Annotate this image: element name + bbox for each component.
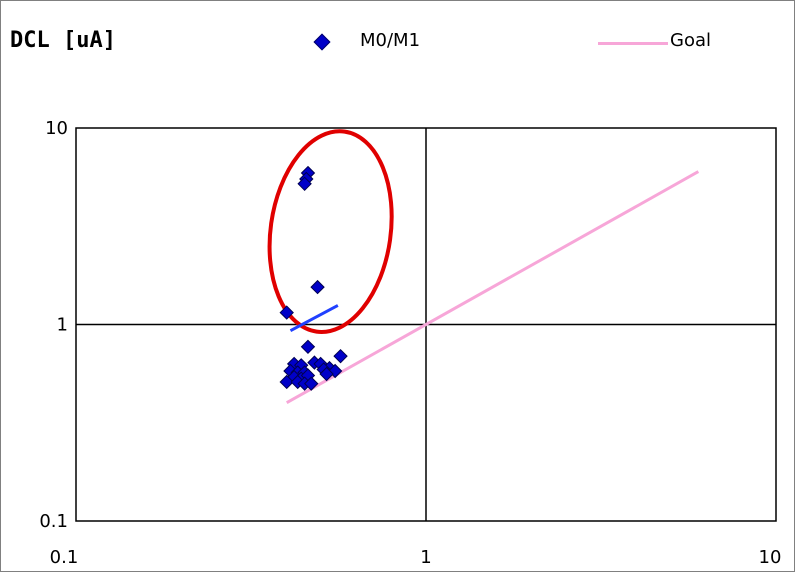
data-point-20 [319, 366, 334, 382]
data-point-5 [300, 339, 316, 355]
legend-label-m0-m1: M0/M1 [360, 30, 421, 51]
data-point-24 [304, 376, 319, 391]
goal-line-icon [598, 42, 668, 45]
x-tick-label-0: 0.1 [50, 547, 79, 568]
chart-title: DCL [uA] [10, 28, 116, 53]
data-point-6 [333, 348, 348, 364]
data-point-4 [279, 305, 294, 320]
x-tick-label-1: 1 [420, 547, 431, 568]
goal-line [285, 170, 700, 405]
y-tick-label-1: 1 [57, 315, 68, 336]
trend-line [289, 304, 339, 333]
x-tick-label-2: 10 [759, 547, 782, 568]
data-point-2 [297, 176, 312, 192]
y-tick-label-2: 10 [45, 118, 68, 139]
y-tick-label-0: 0.1 [39, 511, 68, 532]
highlight-ellipse [267, 129, 394, 334]
data-point-3 [310, 279, 325, 295]
legend-label-goal: Goal [670, 30, 711, 51]
data-point-21 [279, 374, 294, 390]
